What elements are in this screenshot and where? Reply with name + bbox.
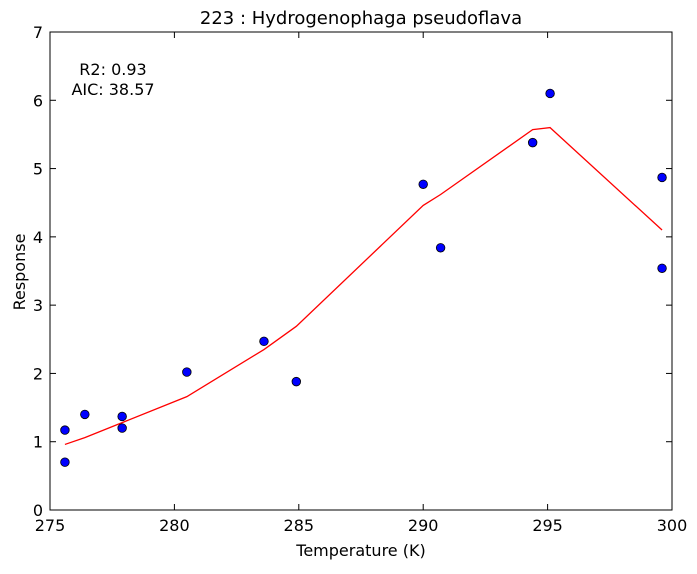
fit-line [64,126,663,446]
data-point [60,457,70,467]
x-tick-label: 285 [284,516,315,535]
fit-line-layer [64,126,663,446]
y-tick-label: 0 [33,501,43,520]
plot-frame [49,31,673,511]
data-point [657,263,667,273]
x-tick-label: 275 [35,516,66,535]
data-point [418,179,428,189]
y-axis-label: Response [10,234,29,311]
x-tick-label: 290 [408,516,439,535]
data-point [435,243,446,253]
y-tick-label: 7 [33,23,43,42]
y-tick-label: 6 [33,91,43,110]
data-point [657,172,667,183]
axis-ticks-layer: 275 280 285 290 295 300 0 1 2 3 4 5 6 7 [33,23,687,535]
r2-annotation: R2: 0.93 [79,60,146,79]
data-point [291,376,302,387]
data-point [182,367,192,377]
chart-title: 223 : Hydrogenophaga pseudoflava [200,8,522,29]
y-tick-label: 3 [33,296,43,315]
x-axis-label: Temperature (K) [295,541,425,560]
x-tick-label: 295 [532,516,563,535]
y-tick-label: 2 [33,364,43,383]
data-point [80,409,90,420]
data-point [259,336,269,347]
y-tick-label: 1 [33,433,43,452]
x-tick-label: 280 [159,516,190,535]
data-point [545,88,555,99]
data-point [527,137,538,148]
data-point [60,425,70,435]
x-tick-label: 300 [657,516,688,535]
data-point [117,423,127,433]
y-tick-label: 5 [33,160,43,179]
data-point [117,411,127,422]
aic-annotation: AIC: 38.57 [71,80,154,99]
data-points-layer [60,88,667,467]
y-tick-label: 4 [33,228,43,247]
